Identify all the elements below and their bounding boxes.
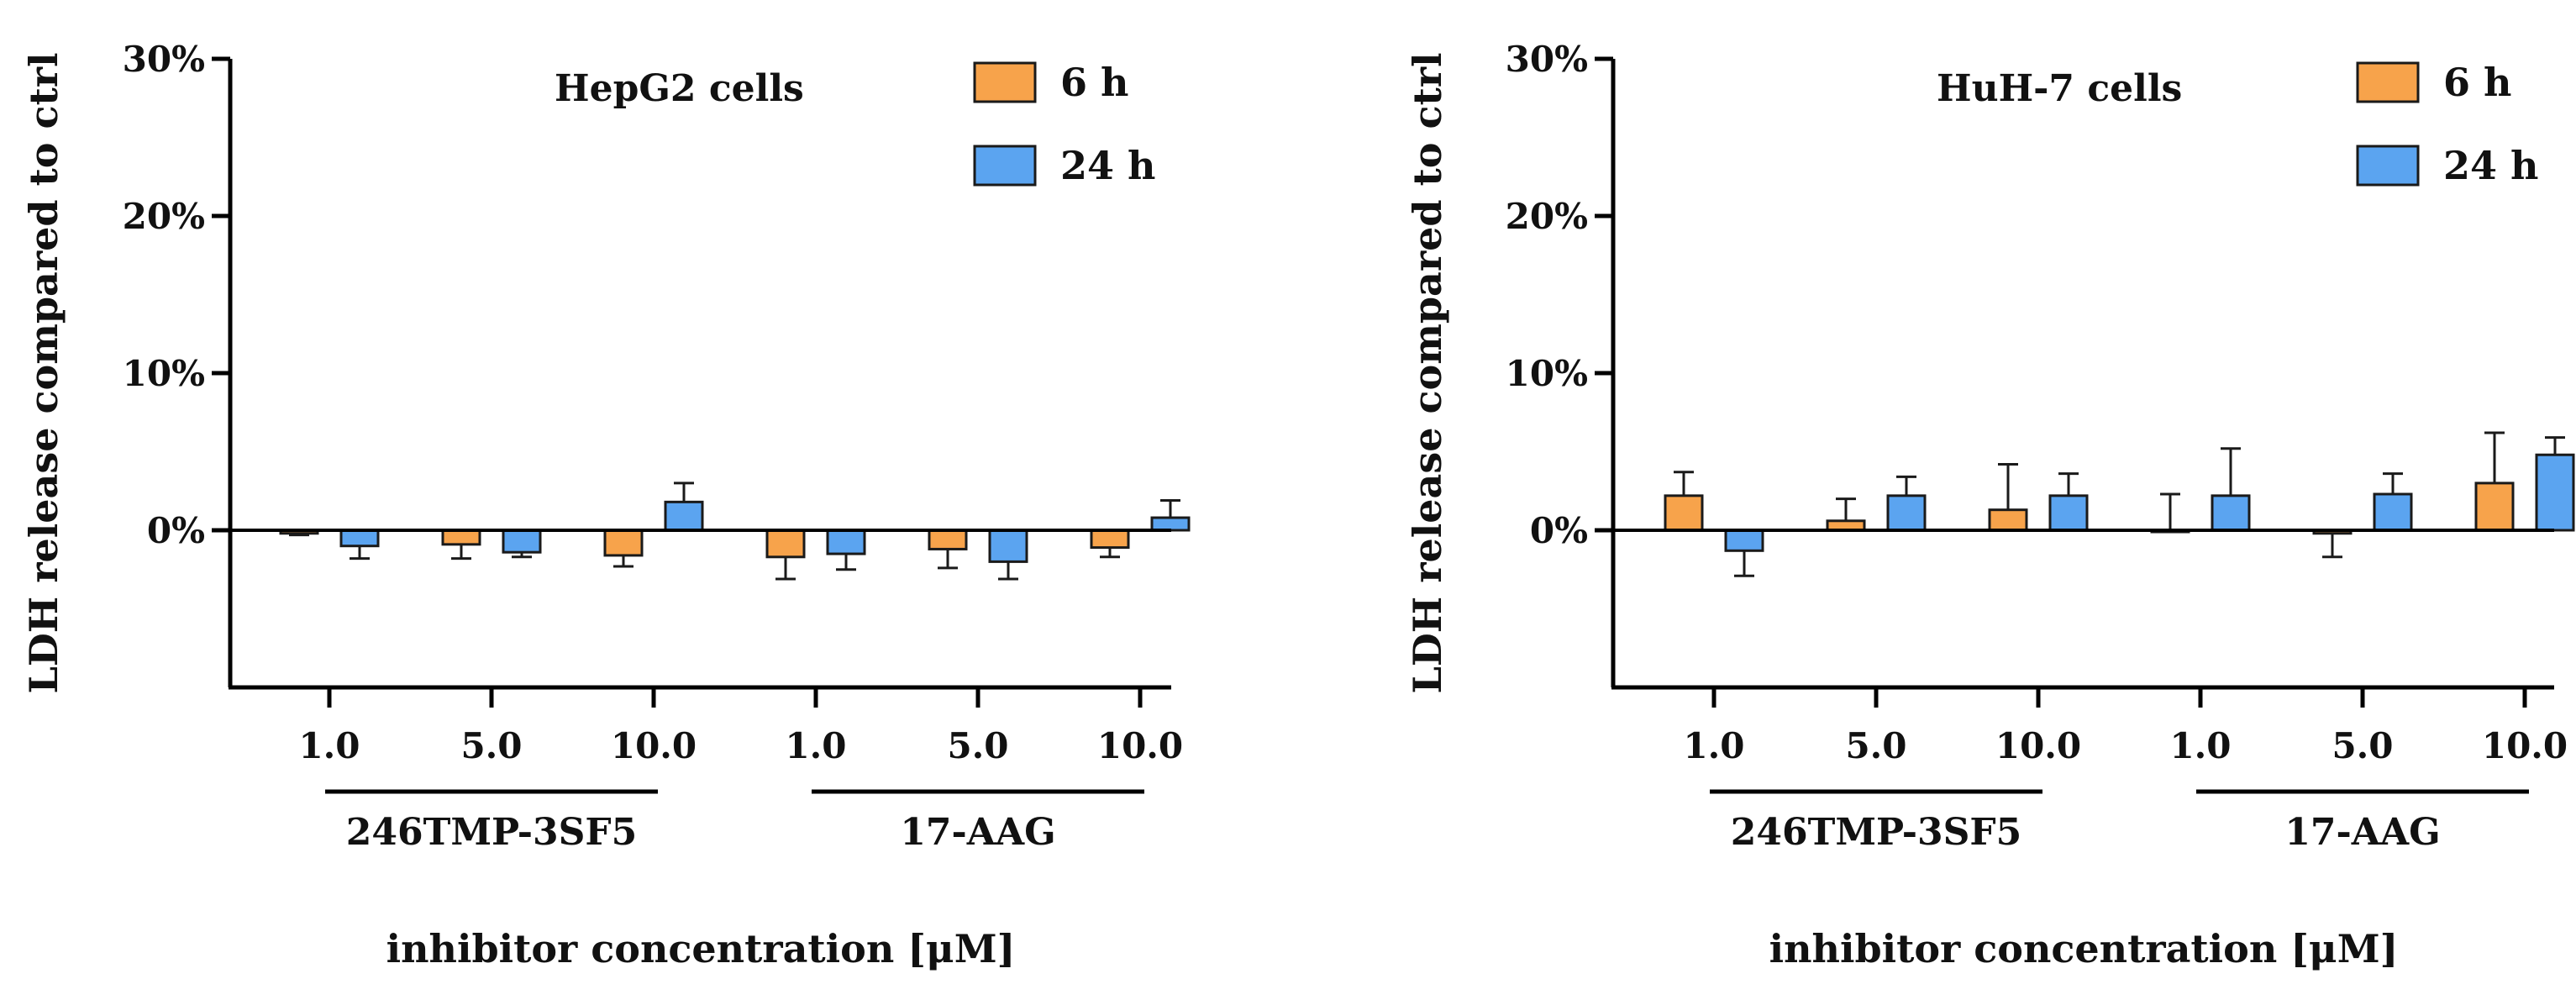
legend-swatch — [2356, 145, 2420, 187]
chart-panel-1: 0% 10% 20% 30% 1.0 5.0 10.0 1.0 5.0 10.0 246TMP-3S… — [21, 39, 1191, 971]
bar-24h-5 — [2373, 492, 2413, 532]
bar-6h-4 — [765, 529, 806, 559]
bar-6h-1 — [1664, 494, 1704, 532]
x-tick-label: 1.0 — [2169, 725, 2231, 766]
group-label: 17-AAG — [900, 811, 1055, 854]
y-axis-label: LDH release compared to ctrl — [21, 53, 66, 694]
group-label: 17-AAG — [2284, 811, 2440, 854]
x-tick-label: 10.0 — [1097, 725, 1183, 766]
x-tick-label: 1.0 — [1683, 725, 1744, 766]
y-tick-label: 10% — [1506, 353, 1588, 394]
bar-6h-2 — [441, 529, 481, 546]
x-tick-label: 10.0 — [611, 725, 697, 766]
group-label: 246TMP-3SF5 — [346, 811, 637, 854]
x-tick-label: 5.0 — [2332, 725, 2393, 766]
bar-6h-6 — [2474, 482, 2515, 532]
legend-label: 24 h — [1060, 143, 1155, 188]
y-tick-label: 0% — [147, 510, 205, 551]
bar-24h-6 — [1150, 516, 1191, 532]
x-tick-label: 5.0 — [1845, 725, 1906, 766]
bar-24h-3 — [2048, 494, 2089, 532]
bar-24h-6 — [2535, 453, 2575, 532]
legend-label: 6 h — [1060, 60, 1128, 105]
bar-24h-3 — [664, 500, 704, 532]
x-tick-label: 10.0 — [1995, 725, 2081, 766]
y-tick-label: 0% — [1530, 510, 1588, 551]
y-tick-label: 10% — [123, 353, 205, 394]
bar-6h-6 — [1090, 529, 1130, 550]
x-tick-label: 5.0 — [947, 725, 1008, 766]
legend-swatch — [2356, 61, 2420, 103]
bar-6h-3 — [603, 529, 644, 557]
x-tick-label: 1.0 — [785, 725, 846, 766]
x-tick-label: 10.0 — [2482, 725, 2568, 766]
bar-24h-2 — [1886, 494, 1927, 532]
bar-6h-5 — [928, 529, 968, 550]
y-tick-label: 30% — [123, 39, 205, 80]
bar-24h-2 — [502, 529, 542, 554]
x-axis-label: inhibitor concentration [μM] — [386, 926, 1016, 971]
bar-24h-4 — [826, 529, 866, 555]
y-tick-label: 20% — [1506, 196, 1588, 237]
bar-24h-5 — [988, 529, 1028, 563]
x-tick-label: 5.0 — [460, 725, 522, 766]
bar-24h-1 — [1724, 529, 1764, 552]
y-tick-label: 20% — [123, 196, 205, 237]
legend-swatch — [973, 61, 1037, 103]
legend-label: 6 h — [2443, 60, 2511, 105]
x-tick-label: 1.0 — [298, 725, 360, 766]
bar-24h-1 — [339, 529, 380, 548]
x-axis-label: inhibitor concentration [μM] — [1769, 926, 2399, 971]
chart-title: HuH-7 cells — [1937, 67, 2182, 110]
chart-panel-2: 0% 10% 20% 30% 1.0 5.0 10.0 1.0 5.0 10.0 246TMP-3S… — [1405, 39, 2575, 971]
legend-label: 24 h — [2443, 143, 2538, 188]
group-label: 246TMP-3SF5 — [1731, 811, 2021, 854]
bar-24h-4 — [2211, 494, 2251, 532]
chart-title: HepG2 cells — [555, 67, 804, 110]
bar-6h-3 — [1988, 508, 2028, 532]
legend-swatch — [973, 145, 1037, 187]
y-tick-label: 30% — [1506, 39, 1588, 80]
y-axis-label: LDH release compared to ctrl — [1405, 53, 1450, 694]
